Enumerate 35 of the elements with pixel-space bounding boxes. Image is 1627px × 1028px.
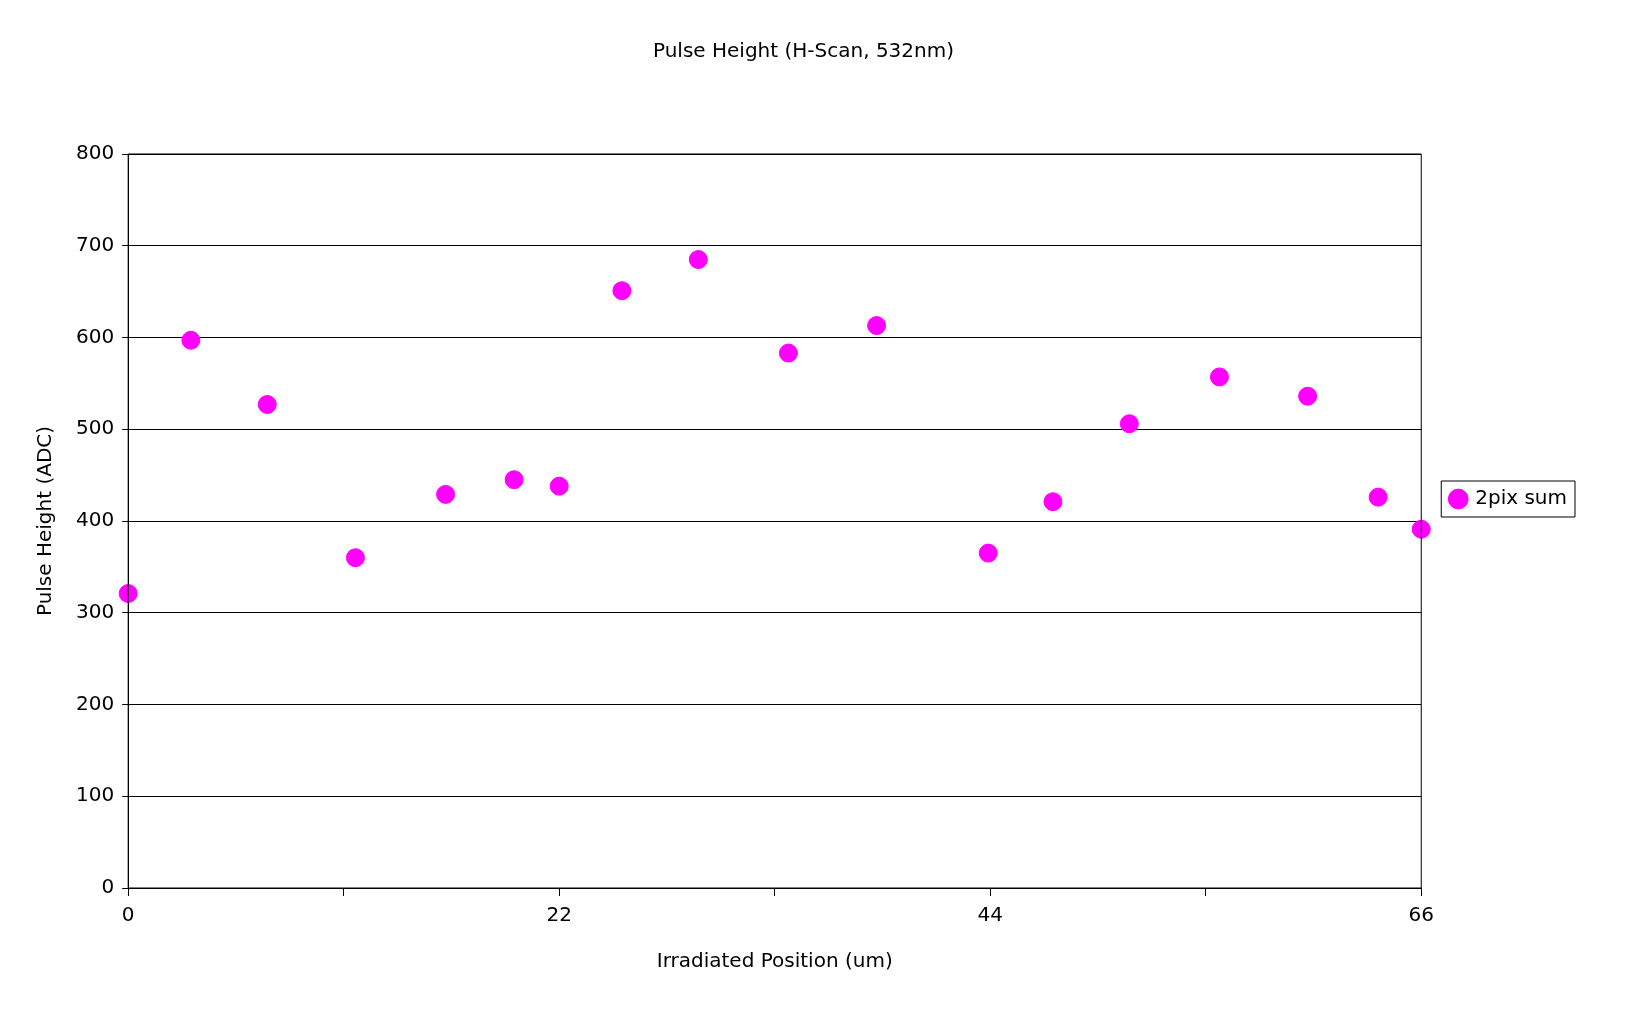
chart-title: Pulse Height (H-Scan, 532nm): [652, 38, 955, 63]
y-tick-label: 500: [75, 415, 115, 440]
point: [688, 250, 708, 270]
point: [549, 476, 569, 496]
point: [1411, 519, 1431, 539]
y-tick-label: 300: [75, 598, 115, 623]
point: [1209, 367, 1229, 387]
x-tick-label: 0: [121, 902, 135, 927]
point: [612, 281, 632, 301]
point: [118, 583, 138, 603]
point: [436, 484, 456, 504]
y-tick-label: 600: [75, 323, 115, 348]
x-tick-label: 22: [546, 902, 572, 927]
y-tick-label: 700: [75, 231, 115, 256]
point: [1043, 492, 1063, 512]
x-tick-label: 44: [977, 902, 1003, 927]
point: [504, 470, 524, 490]
y-tick-label: 0: [101, 874, 115, 899]
y-tick-label: 800: [75, 140, 115, 165]
x-axis-title: Irradiated Position (um): [656, 948, 893, 973]
y-tick-label: 400: [75, 507, 115, 532]
x-tick-label: 66: [1408, 902, 1434, 927]
point: [1298, 386, 1318, 406]
point: [1119, 414, 1139, 434]
point: [257, 394, 277, 414]
y-tick-label: 200: [75, 690, 115, 715]
point: [1368, 487, 1388, 507]
y-tick-label: 100: [75, 782, 115, 807]
point: [867, 316, 887, 336]
point: [181, 330, 201, 350]
legend-label: 2pix sum: [1475, 485, 1567, 510]
point: [978, 543, 998, 563]
y-axis-title: Pulse Height (ADC): [32, 425, 57, 617]
point: [778, 343, 798, 363]
point: [345, 548, 365, 568]
